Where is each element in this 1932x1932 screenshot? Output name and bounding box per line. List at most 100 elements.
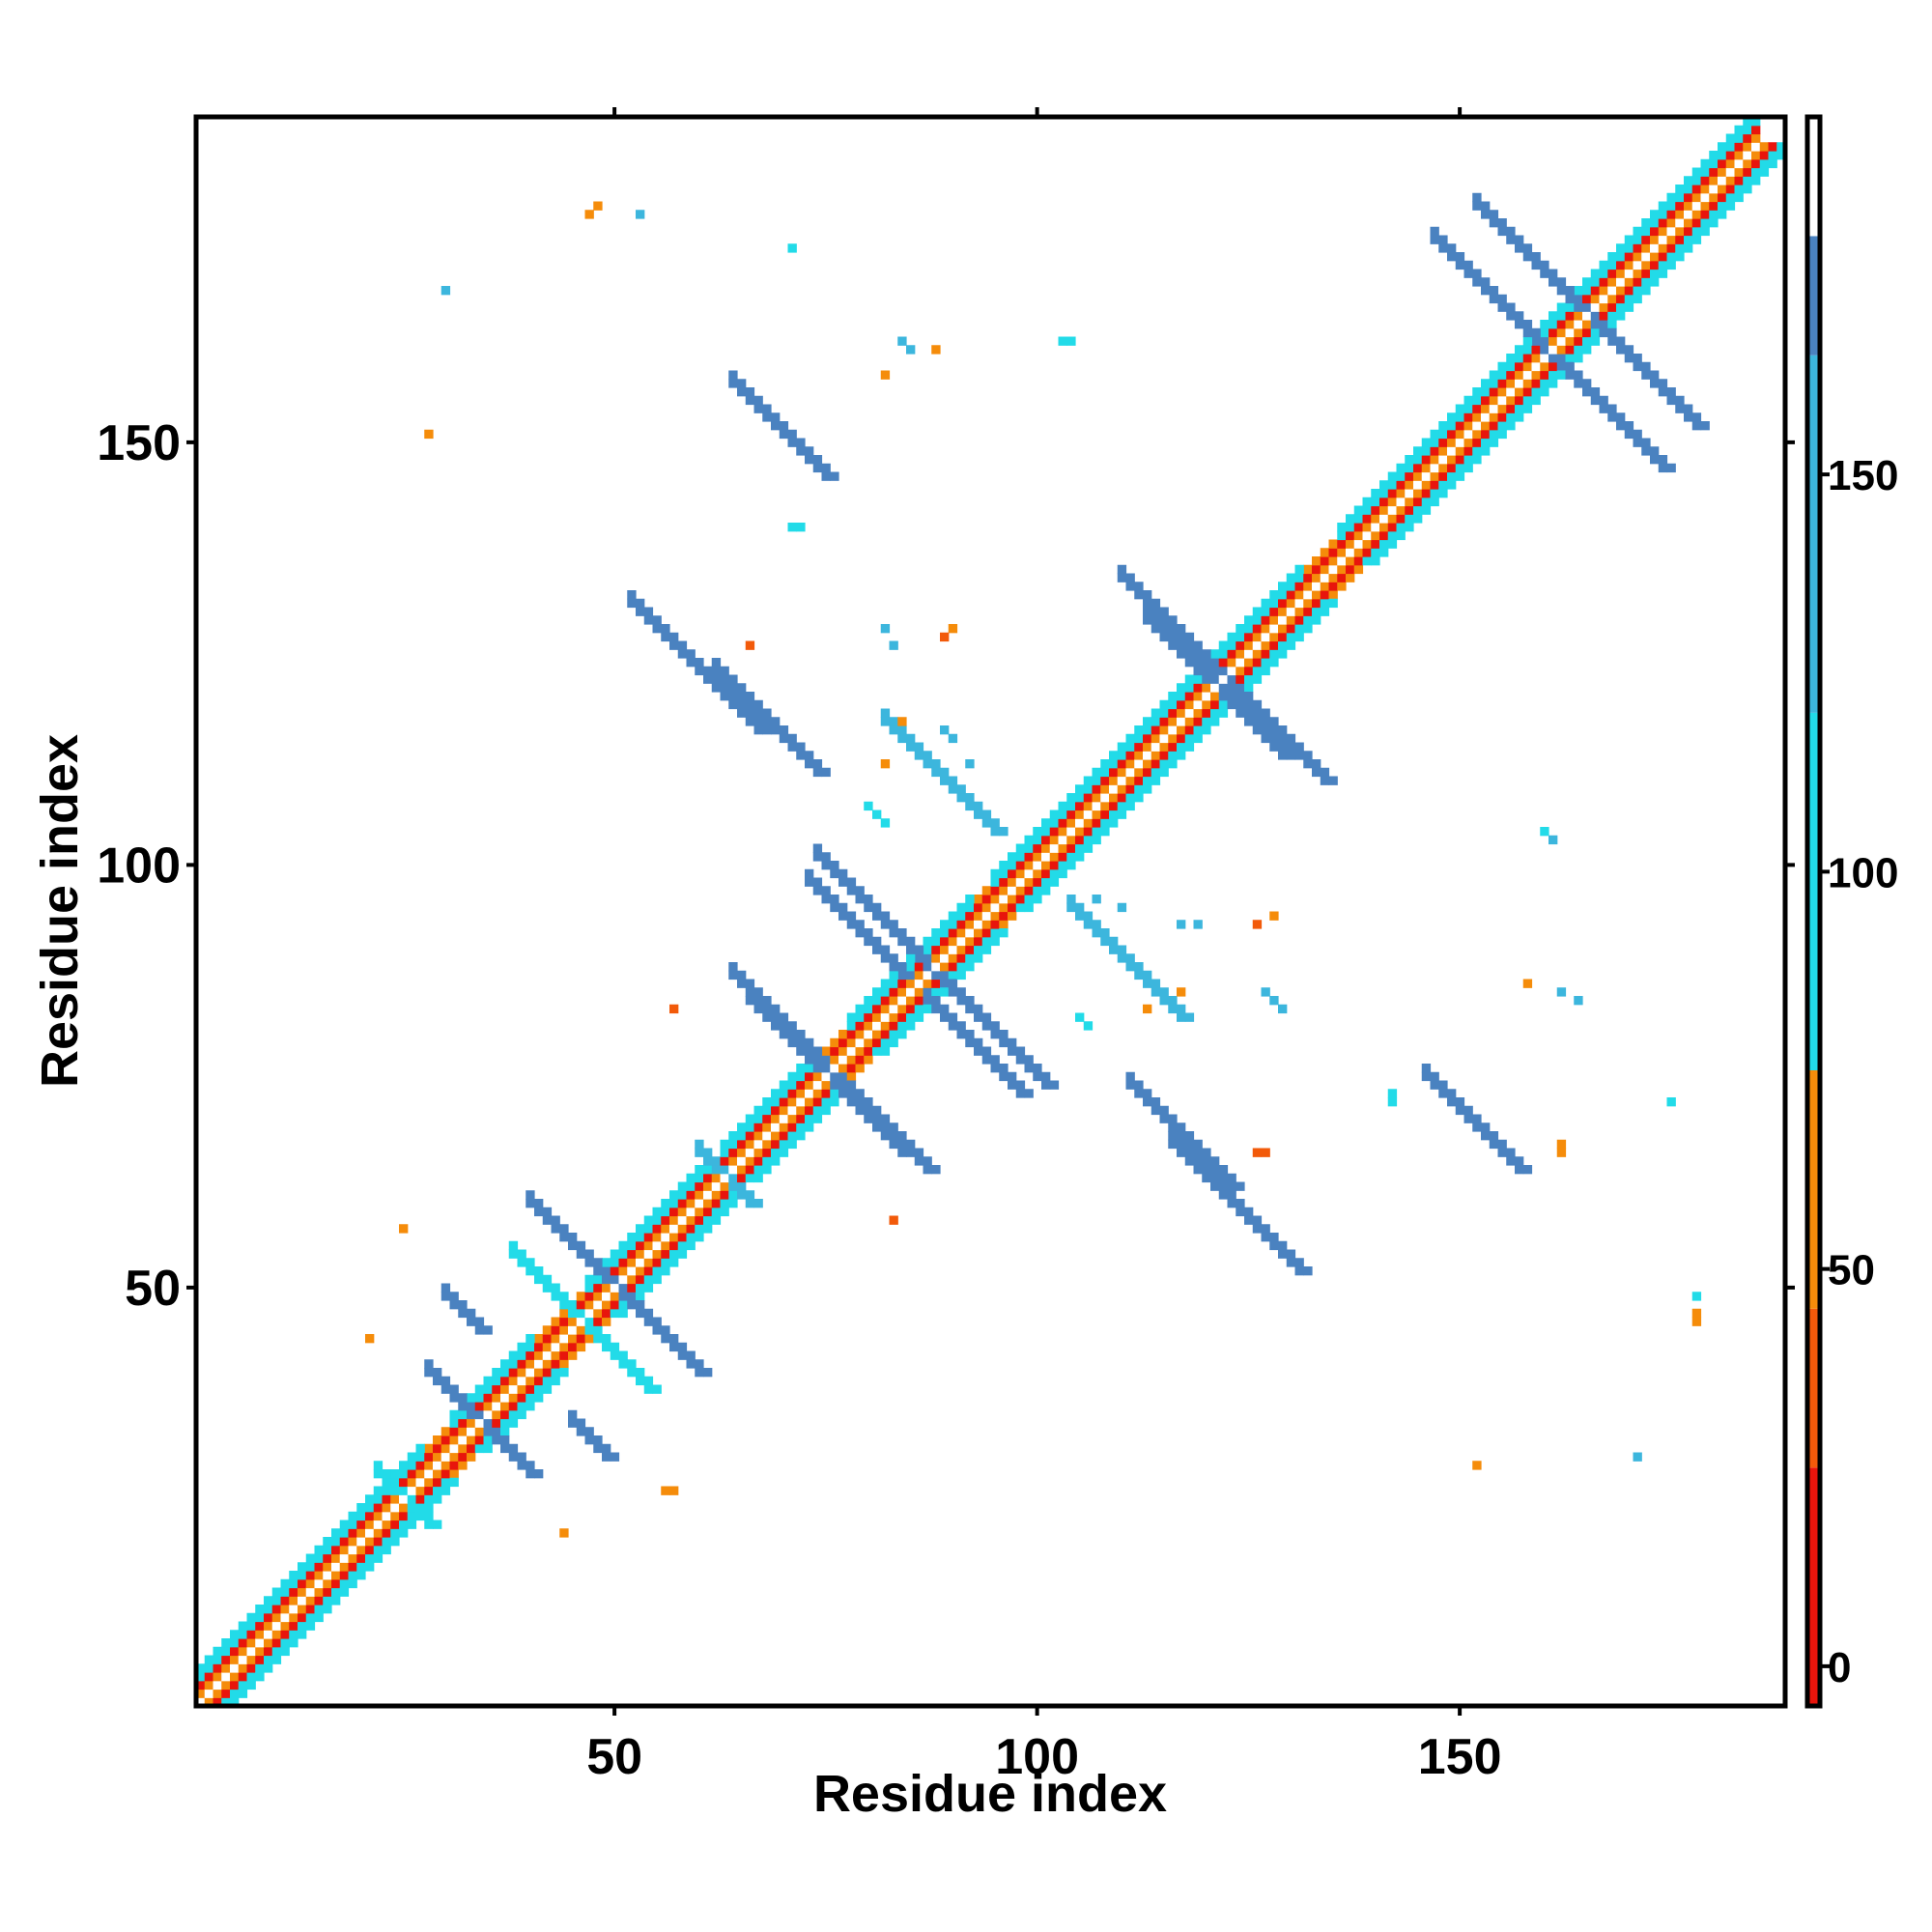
- contact-cell: [1718, 192, 1727, 203]
- contact-cell: [551, 1359, 560, 1369]
- contact-cell: [483, 1418, 493, 1428]
- contact-cell: [576, 1342, 586, 1352]
- contact-cell: [821, 886, 831, 895]
- contact-cell: [1734, 167, 1744, 177]
- contact-cell: [1396, 471, 1406, 481]
- contact-cell: [940, 767, 950, 778]
- contact-cell: [956, 793, 966, 803]
- contact-cell: [602, 1258, 611, 1267]
- contact-cell: [1134, 776, 1144, 785]
- contact-cell: [669, 1199, 679, 1208]
- contact-cell: [1430, 226, 1439, 237]
- contact-cell: [1075, 810, 1085, 819]
- contact-cell: [1734, 142, 1744, 152]
- contact-cell: [1218, 1181, 1229, 1191]
- contact-cell: [1202, 649, 1211, 659]
- contact-cell: [855, 1004, 865, 1014]
- contact-cell: [1455, 429, 1465, 440]
- contact-cell: [323, 1537, 332, 1547]
- contact-cell: [1768, 158, 1777, 169]
- contact-cell: [238, 1646, 248, 1657]
- contact-cell: [1438, 429, 1448, 440]
- contact-cell: [1506, 302, 1516, 312]
- contact-cell: [864, 1055, 873, 1065]
- contact-cell: [339, 1587, 350, 1597]
- contact-cell: [1168, 725, 1178, 735]
- contact-cell: [1658, 252, 1668, 262]
- contact-cell: [1607, 294, 1617, 304]
- contact-cell: [753, 395, 763, 406]
- contact-cell: [1430, 455, 1439, 465]
- contact-cell: [1227, 1199, 1236, 1208]
- contact-cell: [872, 1105, 882, 1116]
- contact-cell: [1151, 725, 1161, 735]
- contact-cell: [1236, 658, 1245, 668]
- contact-cell: [940, 920, 950, 929]
- contact-cell: [1421, 480, 1432, 490]
- contact-cell: [830, 471, 839, 481]
- contact-cell: [323, 1571, 332, 1580]
- contact-cell: [1041, 835, 1051, 845]
- contact-cell: [1522, 387, 1533, 397]
- contact-cell: [230, 1646, 240, 1657]
- contact-cell: [568, 1350, 578, 1360]
- contact-cell: [1117, 564, 1127, 575]
- contact-cell: [846, 886, 857, 895]
- contact-cell: [449, 1418, 459, 1428]
- contact-cell: [1125, 962, 1135, 972]
- contact-cell: [1421, 471, 1432, 481]
- contact-cell: [1134, 590, 1144, 600]
- contact-cell: [779, 1030, 789, 1039]
- contact-cell: [923, 987, 932, 997]
- contact-cell: [636, 598, 645, 609]
- contact-cell: [1033, 895, 1042, 904]
- contact-cell: [1515, 404, 1524, 413]
- contact-cell: [1184, 658, 1195, 668]
- contact-cell: [1236, 649, 1245, 659]
- contact-cell: [846, 911, 857, 921]
- contact-cell: [1109, 784, 1119, 794]
- contact-cell: [1455, 1105, 1465, 1116]
- contact-cell: [1379, 497, 1389, 507]
- contact-cell: [1522, 345, 1533, 355]
- contact-cell: [1565, 336, 1575, 346]
- contact-cell: [298, 1621, 307, 1631]
- contact-cell: [1177, 1131, 1186, 1141]
- contact-cell: [1159, 759, 1169, 769]
- contact-cell: [1134, 751, 1144, 760]
- contact-cell: [1506, 404, 1516, 413]
- contact-cell: [737, 683, 747, 693]
- colorbar-band: [1807, 1070, 1820, 1309]
- contact-cell: [264, 1655, 273, 1664]
- contact-cell: [1177, 742, 1186, 752]
- contact-cell: [1210, 1173, 1220, 1183]
- contact-cell: [602, 1342, 611, 1352]
- contact-cell: [467, 1452, 476, 1462]
- contact-cell: [1244, 640, 1254, 650]
- contact-cell: [280, 1587, 290, 1597]
- contact-cell: [568, 1409, 578, 1420]
- contact-cell: [636, 1274, 645, 1285]
- contact-cell: [271, 1612, 282, 1623]
- contact-cell: [974, 1037, 983, 1048]
- contact-cell: [593, 1308, 603, 1319]
- contact-cell: [703, 1368, 713, 1378]
- contact-cell: [1574, 320, 1583, 329]
- contact-cell: [1058, 810, 1067, 819]
- contact-cell: [1675, 185, 1685, 194]
- contact-cell: [872, 911, 882, 921]
- contact-cell: [230, 1638, 240, 1648]
- contact-cell: [1387, 471, 1398, 481]
- contact-cell: [956, 996, 966, 1006]
- contact-cell: [238, 1689, 248, 1698]
- contact-cell: [805, 1037, 814, 1048]
- contact-cell: [940, 928, 950, 938]
- contact-cell: [230, 1663, 240, 1673]
- contact-cell: [1193, 674, 1203, 684]
- contact-cell: [872, 902, 882, 913]
- contact-cell: [643, 1376, 654, 1386]
- contact-cell: [965, 902, 975, 913]
- contact-cell: [584, 1274, 594, 1285]
- contact-cell: [1049, 861, 1060, 870]
- contact-cell: [1700, 226, 1710, 237]
